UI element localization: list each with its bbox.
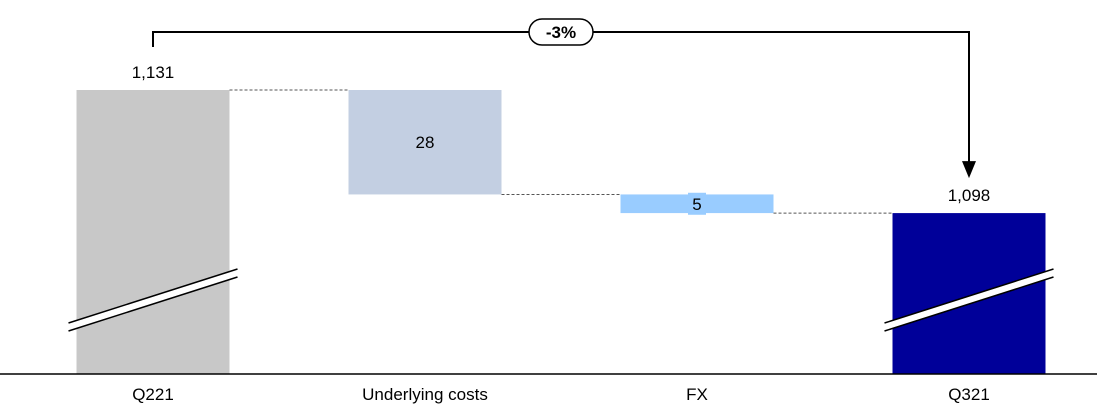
bars-layer [76,90,1046,374]
value-labels-layer: 1,131 28 5 1,098 [132,63,991,214]
axis-break-line [884,276,1054,332]
connectors-layer [229,89,893,214]
change-bracket: -3% [152,18,976,179]
axis-break-gap [884,269,1054,331]
arrowhead-icon [962,161,976,179]
bar-1 [348,90,502,195]
bar-0 [76,90,230,374]
category-labels-layer: Q221 Underlying costs FX Q321 [132,385,990,404]
change-arrow-line [152,31,970,163]
category-label-q321: Q321 [948,385,990,404]
value-label-underlying-costs: 28 [416,133,435,152]
category-label-q221: Q221 [132,385,174,404]
category-label-fx: FX [686,385,708,404]
axis-break-line [68,268,238,324]
value-label-bg [688,192,706,215]
change-badge [528,18,594,46]
change-label: -3% [546,23,576,42]
value-label-q321: 1,098 [948,186,991,205]
axis-break-gap [68,269,238,331]
axis-break-line [884,268,1054,324]
value-label-q221: 1,131 [132,63,175,82]
category-label-underlying-costs: Underlying costs [362,385,488,404]
axis-break-marks [68,268,1054,332]
axis-break-line [68,276,238,332]
bar-3 [892,213,1046,374]
value-label-fx: 5 [692,195,701,214]
